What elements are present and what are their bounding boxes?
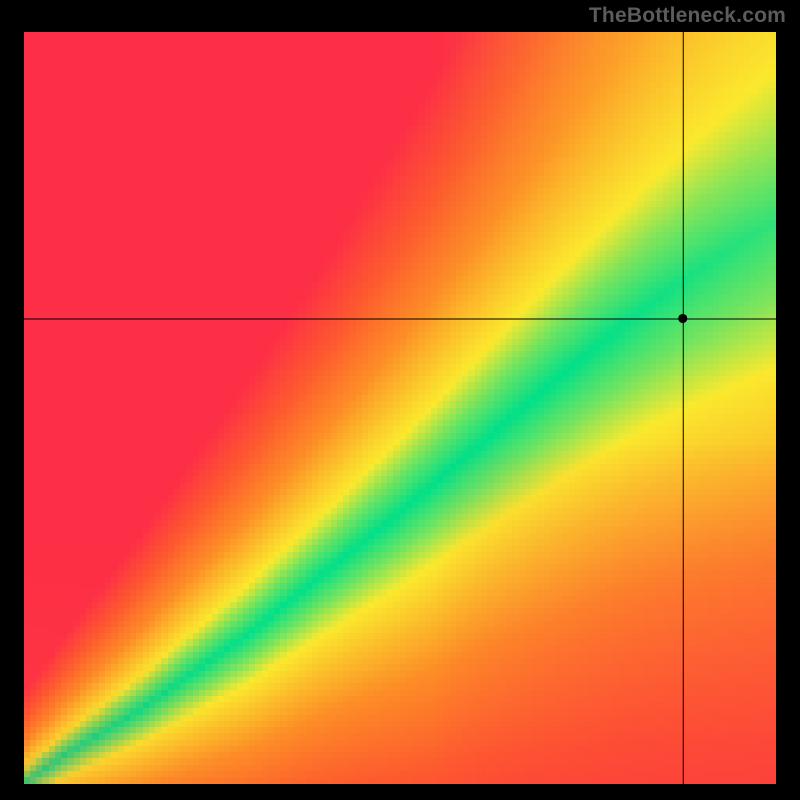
heatmap-plot <box>24 32 776 784</box>
heatmap-canvas <box>24 32 776 784</box>
watermark-text: TheBottleneck.com <box>589 4 786 28</box>
chart-container: TheBottleneck.com <box>0 0 800 800</box>
